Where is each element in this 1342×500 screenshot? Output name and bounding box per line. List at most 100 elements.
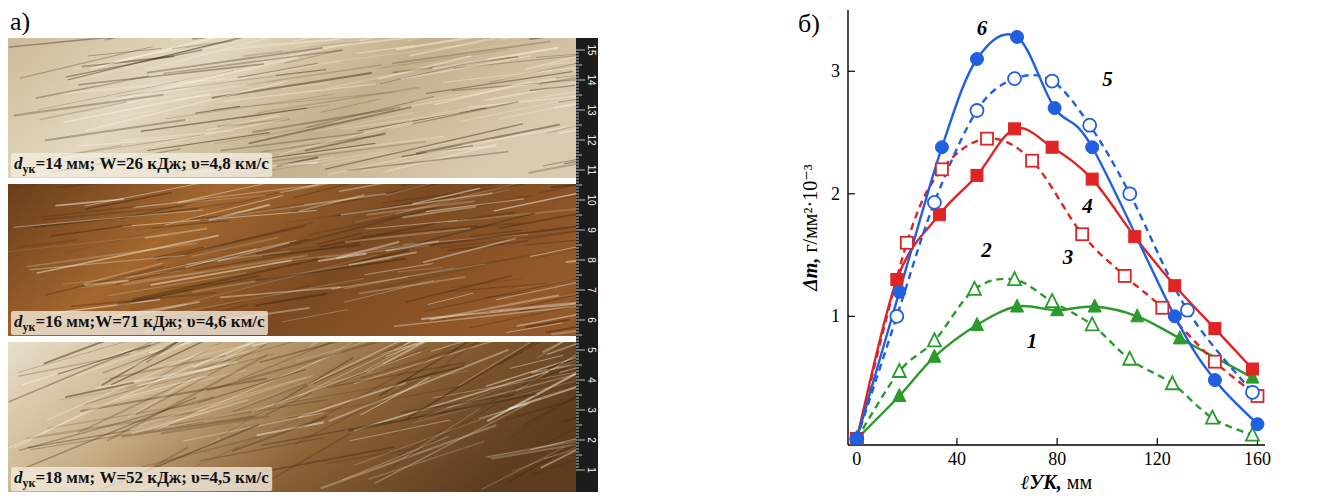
ruler-tick xyxy=(576,437,579,438)
ruler-tick xyxy=(576,173,579,174)
photo-caption: dук=16 мм;W=71 кДж; υ=4,6 км/с xyxy=(14,312,265,334)
ruler-tick xyxy=(576,290,585,291)
series-line xyxy=(857,279,1253,439)
ruler-tick xyxy=(576,185,582,186)
ruler-tick xyxy=(576,80,585,81)
fiber xyxy=(108,355,267,440)
y-tick xyxy=(848,193,855,194)
fiber xyxy=(387,370,553,470)
fiber xyxy=(109,273,246,296)
curve-label: 5 xyxy=(1102,67,1113,91)
fiber xyxy=(14,210,203,227)
series-line xyxy=(857,306,1253,439)
fiber xyxy=(123,211,317,227)
marker-triangle xyxy=(928,349,941,362)
fiber xyxy=(414,69,598,102)
fiber xyxy=(368,342,466,372)
marker-triangle xyxy=(850,431,863,444)
ruler-tick xyxy=(576,311,579,312)
ruler-tick xyxy=(576,149,579,150)
fiber xyxy=(295,364,448,444)
ruler-tick xyxy=(576,62,579,63)
ruler-tick xyxy=(576,326,579,327)
ruler-tick xyxy=(576,179,579,180)
caption-rest: =16 мм;W=71 кДж; υ=4,6 км/с xyxy=(35,312,265,331)
fiber xyxy=(252,447,395,474)
ruler-tick xyxy=(576,95,582,96)
marker-triangle xyxy=(1173,331,1186,344)
fiber xyxy=(458,213,514,221)
ruler-tick xyxy=(576,230,585,231)
fiber xyxy=(403,207,475,217)
ruler-tick xyxy=(576,434,579,435)
marker-square xyxy=(901,237,913,249)
marker-circle xyxy=(850,432,863,445)
ruler-tick xyxy=(576,470,585,471)
marker-triangle xyxy=(1011,299,1024,312)
curve-label: 3 xyxy=(1062,245,1074,269)
ruler-tick xyxy=(576,266,579,267)
ruler-tick xyxy=(576,317,579,318)
ruler-tick xyxy=(576,224,579,225)
ruler-tick xyxy=(576,353,579,354)
fiber xyxy=(450,278,521,287)
x-tick xyxy=(1057,438,1058,445)
fiber xyxy=(470,230,522,236)
marker-triangle xyxy=(893,364,906,377)
ruler-tick xyxy=(576,263,579,264)
ruler-tick xyxy=(576,467,579,468)
ruler-tick xyxy=(576,194,579,195)
fiber xyxy=(309,217,395,235)
ruler-tick xyxy=(576,299,579,300)
fiber xyxy=(256,294,326,306)
ruler-tick xyxy=(576,125,582,126)
fiber xyxy=(15,95,163,116)
ruler-tick xyxy=(576,431,579,432)
ruler-tick xyxy=(576,461,579,462)
fiber xyxy=(350,252,416,264)
marker-square xyxy=(851,433,863,445)
ruler-tick xyxy=(576,242,579,243)
fiber xyxy=(120,131,232,141)
ruler-tick xyxy=(576,176,579,177)
fiber xyxy=(369,442,483,479)
fiber xyxy=(20,397,214,450)
marker-square xyxy=(1119,270,1131,282)
marker-square xyxy=(1129,231,1141,243)
ruler-tick xyxy=(576,218,579,219)
fiber xyxy=(252,352,421,412)
curve-label: 1 xyxy=(1027,329,1038,353)
ruler: 151413121110987654321 xyxy=(576,38,598,492)
fiber xyxy=(480,404,527,418)
caption-patch xyxy=(11,311,268,335)
fiber xyxy=(326,448,418,464)
fiber xyxy=(221,287,340,297)
marker-triangle xyxy=(1166,376,1179,389)
fiber xyxy=(385,144,497,171)
ruler-tick xyxy=(576,92,579,93)
ruler-tick xyxy=(576,341,579,342)
ruler-tick xyxy=(576,359,579,360)
fiber xyxy=(169,279,363,315)
fiber xyxy=(61,77,245,93)
ruler-label: 5 xyxy=(586,347,597,353)
caption-patch xyxy=(11,467,272,491)
marker-circle xyxy=(893,285,906,298)
marker-circle xyxy=(935,141,948,154)
marker-triangle xyxy=(1131,309,1144,322)
fiber xyxy=(321,224,434,247)
ruler-tick xyxy=(576,452,579,453)
ruler-tick xyxy=(576,197,579,198)
marker-triangle xyxy=(1086,317,1099,330)
fiber xyxy=(444,342,590,349)
marker-square xyxy=(1169,280,1181,292)
ruler-tick xyxy=(576,269,579,270)
ruler-label: 13 xyxy=(586,104,597,116)
ruler-tick xyxy=(576,215,582,216)
fiber xyxy=(386,184,443,195)
ruler-tick xyxy=(576,182,579,183)
ruler-tick xyxy=(576,236,579,237)
fiber xyxy=(15,184,148,188)
ruler-tick xyxy=(576,200,585,201)
fiber xyxy=(432,91,582,114)
